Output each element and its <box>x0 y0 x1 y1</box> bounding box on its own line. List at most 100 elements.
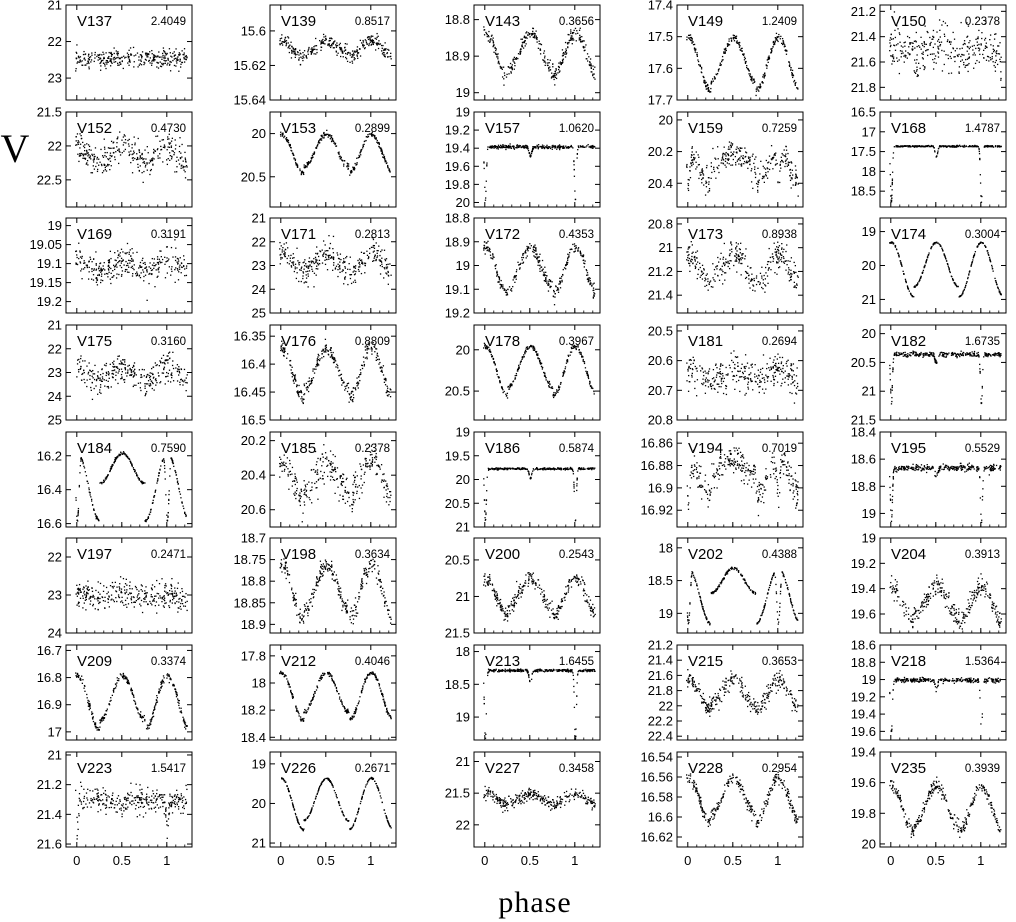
data-point <box>300 267 302 269</box>
data-point <box>144 149 146 151</box>
data-point <box>548 283 550 285</box>
data-point <box>927 144 930 147</box>
data-point <box>309 51 312 53</box>
data-point <box>381 263 383 265</box>
data-point <box>341 48 343 50</box>
data-point <box>535 250 537 252</box>
data-point <box>152 54 155 56</box>
data-point <box>87 61 90 63</box>
data-point <box>535 30 537 32</box>
data-point <box>77 140 79 142</box>
data-point <box>968 145 970 148</box>
data-point <box>118 149 120 151</box>
data-point <box>379 43 382 45</box>
data-point <box>755 277 758 279</box>
data-point <box>729 260 731 262</box>
data-point <box>889 39 891 41</box>
data-point <box>120 266 123 269</box>
data-point <box>376 255 379 257</box>
data-point <box>785 49 788 52</box>
data-point <box>724 48 727 50</box>
data-point <box>537 144 540 146</box>
data-point <box>331 43 333 46</box>
data-point <box>165 54 167 56</box>
y-tick-label: 19.4 <box>445 141 470 156</box>
data-point <box>96 284 99 286</box>
data-point <box>735 164 737 166</box>
data-point <box>899 41 901 43</box>
data-point <box>359 264 361 266</box>
data-point <box>750 181 753 183</box>
data-point <box>494 145 497 147</box>
data-point <box>292 50 294 52</box>
data-point <box>548 68 550 70</box>
data-point <box>691 40 693 42</box>
data-point <box>158 258 161 260</box>
data-point <box>315 53 317 55</box>
data-point <box>375 138 377 140</box>
data-point <box>315 37 317 40</box>
data-point <box>365 136 367 138</box>
data-point <box>306 164 309 166</box>
data-point <box>753 279 755 282</box>
data-point <box>317 255 320 258</box>
data-point <box>171 270 173 273</box>
data-point <box>161 139 163 141</box>
data-point <box>81 278 83 280</box>
data-point <box>588 280 590 282</box>
data-point <box>333 47 335 49</box>
data-point <box>705 181 708 184</box>
data-point <box>535 146 537 149</box>
data-point <box>708 283 710 285</box>
data-point <box>554 293 556 295</box>
data-point <box>923 42 925 44</box>
data-point <box>745 162 747 164</box>
data-point <box>294 54 297 56</box>
data-point <box>538 43 540 45</box>
data-point <box>707 86 710 89</box>
data-point <box>104 63 106 65</box>
data-point <box>967 25 970 27</box>
data-point <box>905 50 907 52</box>
data-point <box>790 69 792 71</box>
data-point <box>967 57 970 59</box>
data-point <box>132 252 134 254</box>
data-point <box>164 147 166 149</box>
data-point <box>288 263 290 265</box>
data-point <box>693 256 696 258</box>
data-point <box>127 264 129 267</box>
data-point <box>909 42 911 44</box>
data-point <box>550 285 552 288</box>
data-point <box>573 243 576 245</box>
data-point <box>566 263 568 265</box>
data-point <box>528 32 531 35</box>
data-point <box>999 58 1001 61</box>
data-point <box>973 52 975 54</box>
data-point <box>708 177 710 179</box>
data-point <box>543 273 545 275</box>
data-point <box>356 54 358 56</box>
data-point <box>929 53 932 55</box>
data-point <box>710 83 712 85</box>
data-point <box>372 260 374 262</box>
data-point <box>486 162 488 164</box>
data-point <box>517 53 520 55</box>
data-point <box>349 274 352 276</box>
data-point <box>541 147 543 150</box>
data-point <box>729 148 731 150</box>
data-point <box>559 287 562 289</box>
data-point <box>103 57 105 60</box>
data-point <box>337 152 339 154</box>
data-point <box>585 146 587 148</box>
data-point <box>901 145 903 147</box>
data-point <box>128 49 130 51</box>
data-point <box>568 42 570 44</box>
data-point <box>369 41 371 43</box>
data-point <box>324 39 326 42</box>
data-point <box>710 286 713 288</box>
y-tick-label: 19 <box>456 105 470 120</box>
data-point <box>723 48 726 50</box>
data-point <box>181 143 183 146</box>
data-point <box>174 171 176 173</box>
data-point <box>307 275 309 277</box>
